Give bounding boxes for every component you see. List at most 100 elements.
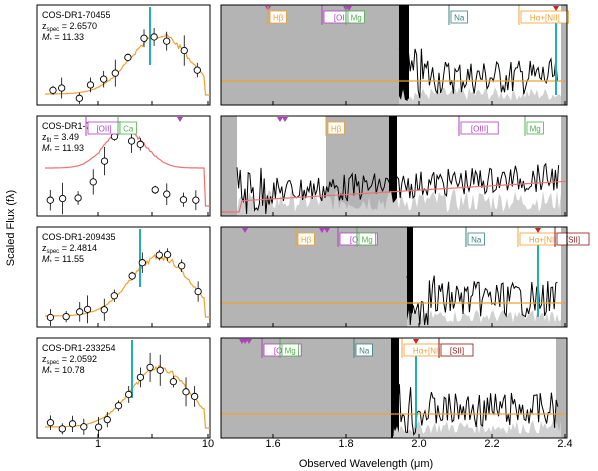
right-tick-1.8: 1.8 <box>338 438 353 450</box>
spectral-line-label: [OIII] <box>458 116 499 136</box>
photometry-point <box>86 81 95 89</box>
svg-text:Hβ: Hβ <box>301 236 312 245</box>
svg-text:[SII]: [SII] <box>450 347 464 356</box>
spectrum-panel: [OII] Ca Hβ [OIII] Mg <box>85 115 568 217</box>
svg-text:Hα+[NII]: Hα+[NII] <box>529 236 559 245</box>
photometry-point <box>111 69 119 77</box>
svg-text:Hα+[NII]: Hα+[NII] <box>530 14 560 23</box>
left-tick-1: 1 <box>95 438 101 450</box>
spectral-line-label: Na <box>448 5 468 25</box>
photometry-point <box>194 287 202 296</box>
stellar-mass-label: M* = 10.78 <box>42 365 85 377</box>
line-marker <box>413 339 419 344</box>
spectrum-panel: Hβ [OIII] Mg Na Hα+[NII] <box>220 4 569 106</box>
line-marker <box>282 117 288 122</box>
photometry-point <box>46 313 55 322</box>
spectrum-frame <box>220 115 568 217</box>
right-tick-2.2: 2.2 <box>484 438 499 450</box>
svg-text:Na: Na <box>471 236 482 245</box>
photometry-point <box>128 272 136 280</box>
line-marker <box>319 228 325 233</box>
masked-region <box>561 227 567 327</box>
photometry-point <box>62 312 70 321</box>
photometry-point <box>155 251 163 259</box>
spectrum-panel: Hβ [OIII]Mg Na Hα+[NII] [SII] <box>220 226 590 328</box>
galaxy-id: COS-DR1-70455 <box>42 10 111 20</box>
photometry-point <box>169 378 178 386</box>
photometry-point <box>127 137 136 145</box>
photometry-point <box>125 390 133 399</box>
spectral-line-label: Hα+[NII] <box>401 338 452 358</box>
line-marker <box>246 339 252 344</box>
photometry-point <box>89 178 97 186</box>
sed-model-curve <box>45 253 210 318</box>
photometry-point <box>156 366 164 374</box>
spectral-line-label: Hβ <box>325 116 345 136</box>
svg-text:Na: Na <box>359 347 370 356</box>
x-axis-label: Observed Wavelength (μm) <box>299 458 433 470</box>
photometry-point <box>151 186 159 194</box>
spectral-line-label: Hα+[NII] <box>518 5 569 25</box>
observed-spectrum <box>398 48 558 102</box>
redshift-label: zfit = 3.49 <box>42 132 79 144</box>
telluric-band <box>391 338 399 438</box>
noise-spectrum <box>237 189 561 216</box>
photometry-point <box>58 194 67 203</box>
photometry-point <box>136 140 144 148</box>
telluric-band <box>389 116 397 216</box>
masked-region <box>221 116 237 216</box>
photometry-point <box>58 425 66 433</box>
svg-text:Hα+[NII]: Hα+[NII] <box>413 347 443 356</box>
line-marker <box>177 117 183 122</box>
spectral-line-label: Na <box>353 338 373 358</box>
spectral-line-label: Hβ <box>295 227 315 247</box>
photometry-point <box>83 305 92 313</box>
photometry-point <box>163 37 171 45</box>
line-marker <box>346 6 352 11</box>
svg-text:[OIII]: [OIII] <box>471 125 488 134</box>
svg-text:Mg: Mg <box>351 14 362 23</box>
photometry-point <box>100 157 109 165</box>
line-marker <box>553 6 559 11</box>
photometry-point <box>136 373 145 381</box>
svg-text:Na: Na <box>454 14 465 23</box>
spectral-line-label: Mg <box>524 116 544 136</box>
masked-region <box>561 116 567 216</box>
photometry-point <box>150 33 158 41</box>
telluric-band <box>399 5 409 105</box>
photometry-point <box>75 94 83 102</box>
photometry-point <box>76 308 84 316</box>
line-marker <box>535 228 541 233</box>
photometry-point <box>163 251 172 259</box>
spectral-line-label: Hβ <box>267 5 287 25</box>
svg-text:Hβ: Hβ <box>273 14 284 23</box>
model-spectrum <box>221 180 567 213</box>
masked-region <box>221 5 399 105</box>
spectral-line-label: [SII] <box>554 227 590 247</box>
line-marker <box>277 117 283 122</box>
photometry-point <box>100 306 108 314</box>
spectrum-frame <box>220 4 568 106</box>
masked-region <box>561 5 567 105</box>
photometry-point <box>180 46 188 55</box>
photometry-point <box>178 262 186 270</box>
stellar-mass-label: M* = 11.55 <box>42 254 84 266</box>
svg-text:[OIII]: [OIII] <box>350 236 367 245</box>
spectral-line-label: Mg <box>279 338 299 358</box>
svg-text:Mg: Mg <box>362 236 373 245</box>
spectral-line-label: Ca <box>117 116 137 136</box>
redshift-label: zspec = 2.0592 <box>42 354 97 366</box>
y-axis-label: Scaled Flux (fλ) <box>5 190 17 266</box>
photometry-point <box>46 419 55 427</box>
masked-region <box>561 338 567 438</box>
photometry-point <box>103 415 111 424</box>
spectral-line-label: Mg <box>356 227 376 247</box>
line-marker <box>242 339 248 344</box>
photometry-point <box>124 53 132 62</box>
photometry-point <box>114 402 123 410</box>
photometry-point <box>193 66 201 74</box>
photometry-point <box>74 194 82 202</box>
spectral-line-label: [SII] <box>438 338 474 358</box>
